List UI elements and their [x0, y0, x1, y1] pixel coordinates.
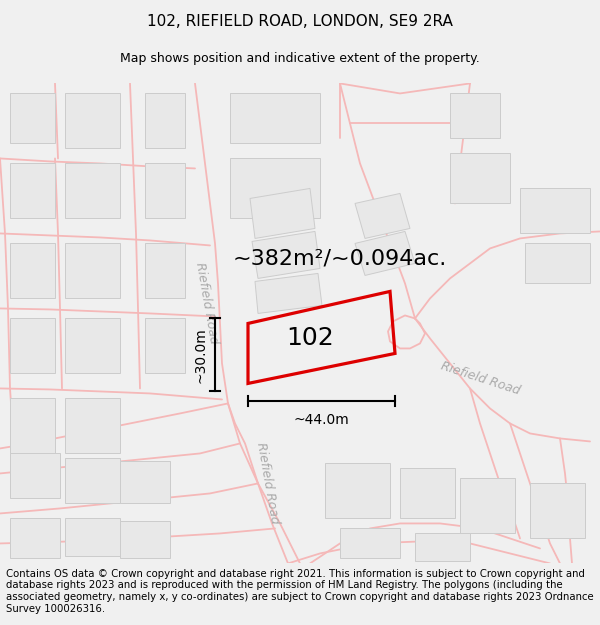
Text: 102: 102: [286, 326, 334, 350]
Polygon shape: [65, 459, 120, 504]
Polygon shape: [120, 521, 170, 559]
Polygon shape: [450, 153, 510, 204]
Polygon shape: [520, 189, 590, 233]
Text: Map shows position and indicative extent of the property.: Map shows position and indicative extent…: [120, 52, 480, 65]
Polygon shape: [65, 93, 120, 148]
Polygon shape: [65, 318, 120, 373]
Text: ~44.0m: ~44.0m: [293, 414, 349, 428]
Polygon shape: [355, 194, 410, 238]
Polygon shape: [10, 519, 60, 559]
Polygon shape: [325, 464, 390, 519]
Polygon shape: [10, 243, 55, 298]
Polygon shape: [340, 529, 400, 559]
Polygon shape: [400, 469, 455, 519]
Text: Riefield Road: Riefield Road: [254, 442, 281, 525]
Polygon shape: [145, 163, 185, 218]
Polygon shape: [65, 243, 120, 298]
Text: Riefield Road: Riefield Road: [439, 359, 521, 398]
Polygon shape: [65, 519, 120, 556]
Polygon shape: [10, 399, 55, 454]
Polygon shape: [10, 163, 55, 218]
Polygon shape: [10, 318, 55, 373]
Text: 102, RIEFIELD ROAD, LONDON, SE9 2RA: 102, RIEFIELD ROAD, LONDON, SE9 2RA: [147, 14, 453, 29]
Polygon shape: [145, 318, 185, 373]
Polygon shape: [65, 399, 120, 454]
Polygon shape: [65, 163, 120, 218]
Polygon shape: [250, 189, 315, 238]
Polygon shape: [460, 479, 515, 533]
Polygon shape: [530, 484, 585, 538]
Polygon shape: [450, 93, 500, 138]
Text: Contains OS data © Crown copyright and database right 2021. This information is : Contains OS data © Crown copyright and d…: [6, 569, 593, 614]
Text: ~30.0m: ~30.0m: [193, 327, 207, 382]
Polygon shape: [230, 93, 320, 143]
Polygon shape: [10, 454, 60, 499]
Polygon shape: [252, 231, 320, 279]
Polygon shape: [255, 274, 322, 314]
Polygon shape: [145, 243, 185, 298]
Polygon shape: [230, 158, 320, 218]
Polygon shape: [355, 231, 415, 276]
Text: Riefield Road: Riefield Road: [193, 262, 221, 345]
Polygon shape: [145, 93, 185, 148]
Polygon shape: [415, 533, 470, 561]
Polygon shape: [525, 243, 590, 284]
Text: ~382m²/~0.094ac.: ~382m²/~0.094ac.: [233, 248, 447, 269]
Polygon shape: [120, 461, 170, 504]
Polygon shape: [10, 93, 55, 143]
